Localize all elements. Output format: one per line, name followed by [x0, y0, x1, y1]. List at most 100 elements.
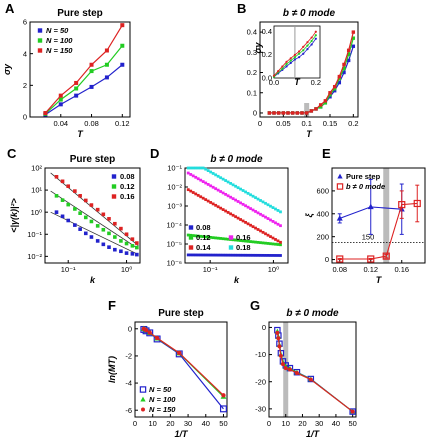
- data-point: [211, 202, 215, 206]
- series-0-08: [54, 210, 139, 257]
- data-point: [104, 62, 109, 67]
- data-point: [60, 214, 65, 219]
- data-point: [342, 66, 346, 71]
- data-point: [189, 253, 193, 257]
- data-point: [204, 235, 208, 239]
- data-point: [337, 74, 342, 79]
- inset-y-tick-label: 0.0: [262, 73, 272, 82]
- legend-label: b ≠ 0 mode: [346, 182, 385, 191]
- data-point: [236, 253, 240, 257]
- data-point: [269, 235, 272, 239]
- y-tick-label: 0: [128, 324, 132, 333]
- data-point: [259, 229, 262, 233]
- data-point: [264, 253, 267, 257]
- data-point: [351, 30, 356, 34]
- data-point: [332, 84, 337, 89]
- legend-entry: 0.18: [228, 243, 251, 252]
- x-tick-label: 0.12: [363, 265, 378, 274]
- x-axis-label: 1/T: [306, 429, 321, 439]
- data-point: [351, 36, 356, 40]
- data-point: [83, 215, 88, 220]
- shaded-band: [383, 168, 390, 263]
- data-point: [119, 249, 123, 254]
- data-point: [201, 180, 205, 183]
- series-line: [44, 45, 123, 115]
- inset-x-tick-label: 0.0: [269, 78, 279, 87]
- plot-frame: [331, 167, 426, 264]
- legend-entry: 0.16: [228, 233, 251, 242]
- data-point: [276, 111, 281, 115]
- data-point: [256, 197, 260, 201]
- data-point: [211, 172, 215, 175]
- series-0-18: [186, 166, 282, 214]
- data-point: [119, 239, 123, 243]
- legend-entry: N = 50: [37, 26, 69, 35]
- panel-label: E: [322, 146, 331, 161]
- data-point: [73, 207, 77, 211]
- legend-entry: N = 150: [37, 46, 73, 55]
- data-point: [191, 253, 195, 257]
- x-tick-label: 0.12: [115, 119, 130, 128]
- data-point: [130, 252, 135, 256]
- x-tick-label: 10: [149, 419, 157, 428]
- data-point: [266, 254, 270, 257]
- data-point: [336, 215, 343, 221]
- data-point: [78, 194, 82, 198]
- x-tick-label: 10⁻¹: [61, 265, 76, 274]
- data-point: [264, 241, 267, 245]
- data-point: [241, 202, 245, 206]
- data-point: [226, 237, 230, 241]
- x-tick-label: 0.08: [84, 119, 99, 128]
- data-point: [209, 184, 213, 188]
- legend-label: 0.14: [196, 243, 211, 252]
- data-point: [276, 209, 280, 212]
- data-point: [196, 234, 200, 238]
- data-point: [231, 213, 235, 217]
- data-point: [244, 253, 247, 257]
- y-tick-label: -10: [255, 350, 266, 359]
- data-point: [219, 405, 227, 413]
- series-2: [275, 330, 355, 414]
- panel-label: B: [237, 1, 246, 16]
- inset-point: [302, 52, 305, 55]
- inset-point: [297, 52, 301, 55]
- data-point: [107, 217, 111, 221]
- legend-marker: [336, 183, 344, 190]
- series-0-08: [186, 253, 282, 257]
- data-point: [231, 253, 235, 257]
- legend-label: N = 50: [46, 26, 69, 35]
- data-point: [246, 253, 250, 257]
- data-point: [89, 203, 94, 207]
- data-point: [189, 189, 193, 193]
- data-point: [332, 87, 337, 91]
- x-tick-label: 0: [258, 119, 262, 128]
- legend-entry: 0.12: [111, 182, 135, 191]
- data-point: [191, 174, 195, 178]
- data-point: [135, 252, 139, 257]
- data-point: [274, 238, 277, 241]
- x-tick-label: 0.16: [394, 265, 409, 274]
- data-point: [351, 44, 356, 48]
- data-point: [209, 236, 213, 239]
- data-point: [350, 409, 355, 414]
- legend-label: N = 100: [46, 36, 73, 45]
- inset-y-label: σy: [253, 42, 263, 54]
- data-point: [304, 111, 309, 115]
- chart-title: b ≠ 0 mode: [286, 308, 339, 319]
- x-axis-label: T: [376, 275, 383, 285]
- series-0: [336, 178, 405, 235]
- data-point: [239, 239, 242, 242]
- data-point: [214, 253, 218, 257]
- data-point: [251, 240, 255, 244]
- legend-marker: [188, 225, 194, 230]
- data-point: [66, 202, 71, 207]
- inset-x-tick-label: 0.2: [311, 78, 321, 87]
- chart-title: Pure step: [70, 154, 116, 165]
- inset-point: [314, 30, 317, 33]
- y-tick-label: 0: [325, 255, 329, 264]
- data-point: [74, 80, 79, 85]
- data-point: [95, 224, 100, 228]
- legend-label: N = 50: [149, 385, 172, 394]
- data-point: [224, 253, 228, 257]
- data-point: [216, 188, 220, 192]
